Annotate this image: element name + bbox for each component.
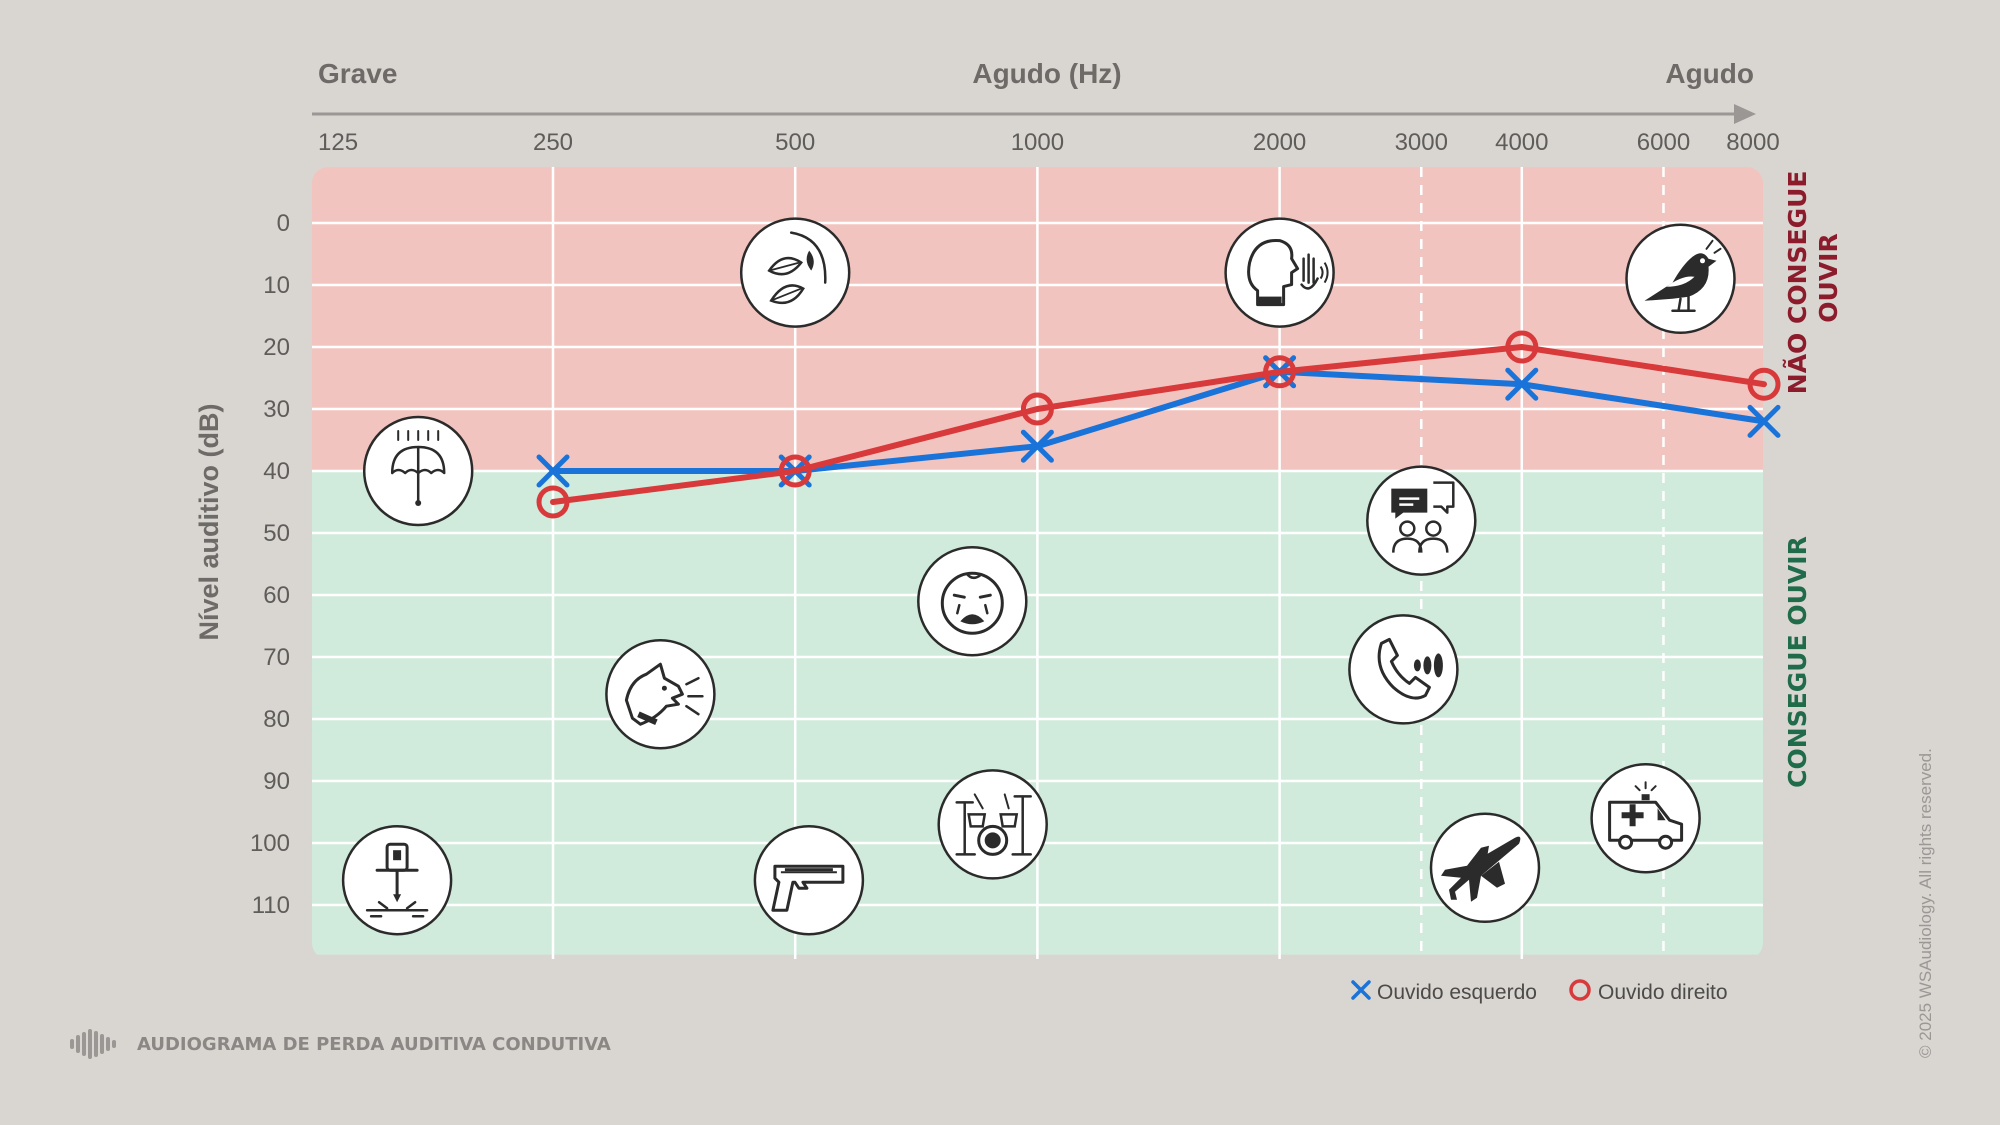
- cannot-hear-label: NÃO CONSEGUE OUVIR: [1783, 162, 1843, 394]
- x-tick-label-4000: 4000: [1495, 129, 1548, 156]
- waveform-logo-icon: [70, 1029, 116, 1059]
- y-tick-label-0: 0: [277, 210, 290, 237]
- y-axis-label: Nível auditivo (dB): [194, 403, 224, 640]
- bird-icon: [1625, 223, 1736, 335]
- frequency-axis-arrow-icon: [1734, 104, 1756, 124]
- right-ear-point-2000: [1263, 355, 1297, 389]
- left-ear-point-250: [536, 454, 570, 488]
- barking-dog-icon: [605, 638, 716, 750]
- jackhammer-icon: [341, 824, 453, 936]
- x-tick-label-500: 500: [775, 129, 815, 156]
- y-tick-label-30: 30: [263, 396, 290, 423]
- x-tick-label-1000: 1000: [1011, 129, 1064, 156]
- conversation-icon: [1366, 465, 1477, 576]
- x-tick-label-6000: 6000: [1637, 129, 1690, 156]
- x-tick-label-2000: 2000: [1253, 129, 1306, 156]
- series: [536, 330, 1781, 519]
- chart-title: AUDIOGRAMA DE PERDA AUDITIVA CONDUTIVA: [137, 1034, 611, 1055]
- axis-center-label: Agudo (Hz): [972, 58, 1121, 89]
- x-tick-labels: 125 250 500 1000 2000 3000 4000 6000 8000: [318, 129, 1780, 156]
- sound-icons: [341, 217, 1736, 936]
- copyright-notice: © 2025 WSAudiology. All rights reserved.: [1916, 748, 1935, 1058]
- axis-low-label: Grave: [318, 58, 397, 89]
- left-ear-point-1000: [1020, 429, 1054, 463]
- series-right-ear: [536, 330, 1781, 519]
- right-ear-line: [550, 344, 1767, 505]
- x-tick-label-125: 125: [318, 129, 358, 156]
- top-frequency-axis: Grave Agudo (Hz) Agudo: [312, 58, 1756, 124]
- x-tick-label-8000: 8000: [1726, 129, 1779, 156]
- axis-high-label: Agudo: [1665, 58, 1754, 89]
- y-tick-label-70: 70: [263, 644, 290, 671]
- right-ear-point-250: [536, 485, 570, 519]
- right-ear-point-8000: [1747, 367, 1781, 401]
- y-tick-label-100: 100: [250, 830, 290, 857]
- ambulance-icon: [1590, 762, 1701, 874]
- right-ear-point-500: [778, 454, 812, 488]
- airplane-icon: [1429, 812, 1541, 924]
- y-tick-label-110: 110: [252, 892, 290, 919]
- handgun-icon: [753, 824, 865, 936]
- rustling-leaves-icon: [739, 217, 851, 328]
- left-ear-line: [550, 368, 1767, 474]
- left-ear-point-4000: [1505, 367, 1539, 401]
- telephone-ringing-icon: [1348, 614, 1459, 725]
- y-tick-label-90: 90: [263, 768, 290, 795]
- cannot-hear-label-line1: NÃO CONSEGUE: [1783, 170, 1812, 394]
- baby-crying-icon: [917, 545, 1028, 657]
- legend-right-ear-marker: [1569, 979, 1591, 1001]
- y-tick-label-50: 50: [263, 520, 290, 547]
- legend: Ouvido esquerdo Ouvido direito: [1351, 979, 1728, 1004]
- x-tick-label-3000: 3000: [1395, 129, 1448, 156]
- cannot-hear-label-line2: OUVIR: [1814, 233, 1843, 322]
- y-tick-label-60: 60: [263, 582, 290, 609]
- left-ear-point-8000: [1747, 404, 1781, 438]
- drum-kit-icon: [937, 769, 1048, 880]
- whisper-icon: [1224, 217, 1335, 328]
- legend-right-ear-label: Ouvido direito: [1598, 981, 1728, 1004]
- right-ear-point-1000: [1020, 392, 1054, 426]
- x-tick-label-250: 250: [533, 129, 573, 156]
- y-tick-label-40: 40: [263, 458, 290, 485]
- y-tick-labels: 0 10 20 30 40 50 60 70 80 90 100 110: [250, 210, 290, 919]
- y-tick-label-80: 80: [263, 706, 290, 733]
- rain-umbrella-icon: [362, 415, 474, 527]
- right-ear-point-4000: [1505, 330, 1539, 364]
- can-hear-label: CONSEGUE OUVIR: [1783, 536, 1812, 788]
- y-tick-label-20: 20: [263, 334, 290, 361]
- legend-left-ear-label: Ouvido esquerdo: [1377, 981, 1537, 1004]
- legend-left-ear-marker: [1351, 980, 1371, 1000]
- y-tick-label-10: 10: [263, 272, 290, 299]
